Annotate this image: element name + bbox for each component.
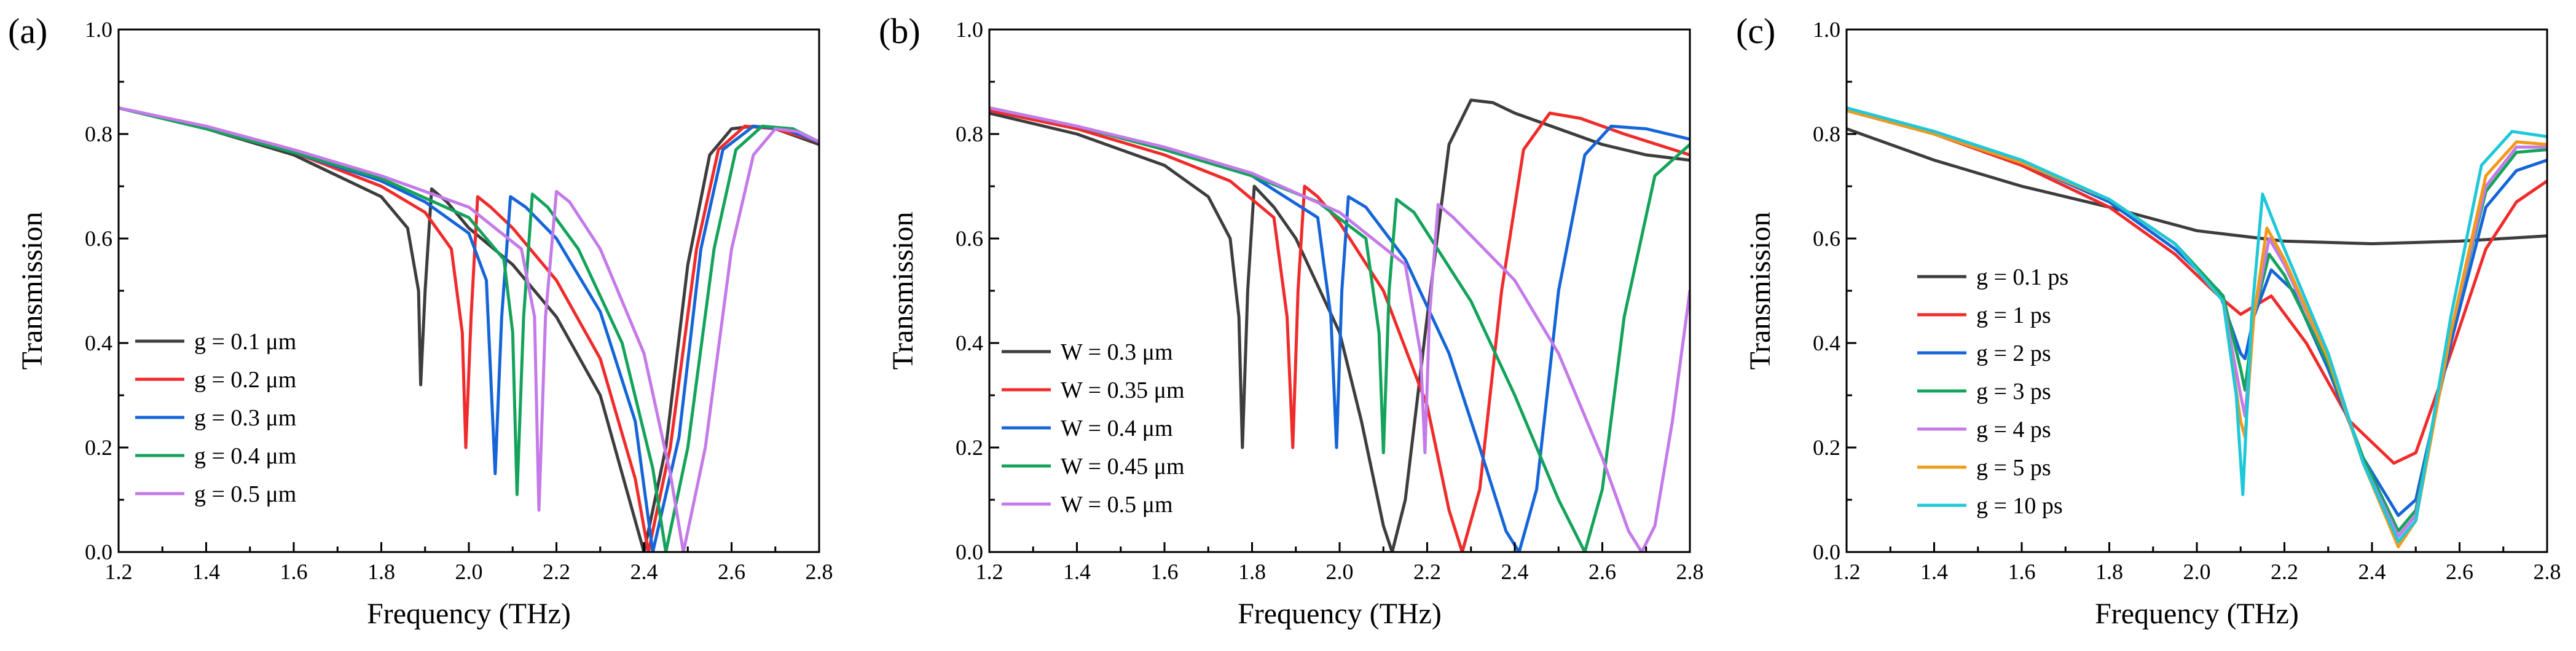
chart-a-panel-label: (a) <box>8 11 47 51</box>
chart-a-x-tick-label: 1.6 <box>280 559 308 584</box>
chart-c-x-tick-label: 1.4 <box>1920 559 1948 584</box>
chart-a-legend-label-2: g = 0.2 μm <box>194 367 296 393</box>
chart-c-y-tick-label: 0.8 <box>1813 122 1840 146</box>
chart-c-x-tick-label: 2.2 <box>2271 559 2298 584</box>
chart-a-y-tick-label: 0.4 <box>85 331 112 355</box>
chart-a-legend-label-5: g = 0.5 μm <box>194 481 296 507</box>
chart-a-x-tick-label: 1.2 <box>105 559 133 584</box>
chart-b-panel-label: (b) <box>879 11 921 51</box>
chart-a-legend-label-4: g = 0.4 μm <box>194 443 296 469</box>
chart-a-x-tick-label: 2.2 <box>543 559 570 584</box>
chart-b-x-tick-label: 1.2 <box>976 559 1003 584</box>
chart-b-series-5-line <box>989 106 1690 552</box>
chart-b-legend-label-5: W = 0.5 μm <box>1061 492 1173 518</box>
chart-a-x-tick-label: 2.6 <box>718 559 745 584</box>
chart-c-y-tick-label: 0.0 <box>1813 540 1840 564</box>
chart-c-x-tick-label: 1.6 <box>2008 559 2036 584</box>
chart-b-legend-label-3: W = 0.4 μm <box>1061 416 1173 441</box>
chart-c-plot-frame <box>1845 28 2548 553</box>
chart-b-x-tick-label: 2.2 <box>1413 559 1441 584</box>
chart-a-series-2-line <box>119 106 819 552</box>
chart-b-y-tick-label: 0.4 <box>956 331 983 355</box>
chart-a-x-tick-label: 1.4 <box>192 559 220 584</box>
chart-a-x-tick-label: 1.8 <box>367 559 395 584</box>
chart-c-legend-label-4: g = 3 ps <box>1976 379 2051 404</box>
chart-c-legend-label-1: g = 0.1 ps <box>1976 264 2068 290</box>
chart-c-legend-label-7: g = 10 ps <box>1976 493 2063 519</box>
chart-b-series-3-line <box>989 106 1690 552</box>
chart-b-y-tick-label: 0.0 <box>956 540 983 564</box>
chart-b-x-tick-label: 1.6 <box>1151 559 1179 584</box>
chart-b-x-tick-label: 2.0 <box>1326 559 1354 584</box>
chart-a-y-axis-title: Transmission <box>16 212 49 370</box>
chart-a-series-3-line <box>119 106 819 552</box>
chart-c-x-tick-label: 2.0 <box>2183 559 2211 584</box>
chart-c-series-1-line <box>1847 127 2547 245</box>
chart-a-series-4-line <box>119 106 819 552</box>
chart-c-y-axis-title: Transmission <box>1744 212 1777 370</box>
chart-a-legend: g = 0.1 μm g = 0.2 μm g = 0.3 μm g = 0.4 μm… <box>135 329 296 507</box>
chart-b-y-axis-title: Transmission <box>887 212 919 370</box>
chart-a-x-tick-label: 2.4 <box>630 559 658 584</box>
chart-c-series-3-line <box>1847 109 2547 517</box>
chart-a-x-tick-label: 2.0 <box>455 559 483 584</box>
chart-b-x-axis-title: Frequency (THz) <box>1238 598 1442 630</box>
chart-b-x-tick-label: 2.6 <box>1588 559 1616 584</box>
chart-a-legend-label-1: g = 0.1 μm <box>194 329 296 355</box>
chart-a-y-tick-label: 0.0 <box>85 540 112 564</box>
chart-a-series-1-line <box>119 106 819 552</box>
chart-a-series-5-line <box>119 106 819 552</box>
chart-c-legend: g = 0.1 ps g = 1 ps g = 2 ps g = 3 ps g = 4 … <box>1917 264 2068 519</box>
chart-b-x-tick-label: 1.4 <box>1063 559 1091 584</box>
chart-b-series-4-line <box>989 106 1690 552</box>
chart-b-series-1-line <box>989 98 1690 552</box>
chart-c-x-axis-title: Frequency (THz) <box>2095 598 2299 630</box>
chart-b-y-tick-label: 1.0 <box>956 17 983 42</box>
chart-c-series-2-line <box>1847 109 2547 465</box>
chart-b-x-tick-label: 1.8 <box>1238 559 1266 584</box>
chart-c-series-6-line <box>1847 109 2547 548</box>
chart-b-y-tick-label: 0.6 <box>956 226 983 251</box>
chart-a-y-tick-label: 0.8 <box>85 122 112 146</box>
chart-c-x-tick-label: 2.4 <box>2358 559 2386 584</box>
chart-a-y-tick-label: 1.0 <box>85 17 112 42</box>
chart-b-legend-label-2: W = 0.35 μm <box>1061 377 1185 403</box>
chart-b-legend-label-4: W = 0.45 μm <box>1061 454 1185 479</box>
chart-b-x-tick-label: 2.8 <box>1676 559 1704 584</box>
chart-c-y-tick-label: 1.0 <box>1813 17 1840 42</box>
chart-c-y-tick-label: 0.4 <box>1813 331 1840 355</box>
chart-c-legend-label-3: g = 2 ps <box>1976 341 2051 366</box>
chart-b-legend-label-1: W = 0.3 μm <box>1061 339 1173 365</box>
chart-c-x-tick-label: 2.8 <box>2534 559 2561 584</box>
chart-a-legend-label-3: g = 0.3 μm <box>194 405 296 431</box>
chart-b-legend: W = 0.3 μm W = 0.35 μm W = 0.4 μm W = 0.45 … <box>1002 339 1185 518</box>
chart-b-y-tick-label: 0.8 <box>956 122 983 146</box>
chart-c-y-tick-label: 0.2 <box>1813 435 1840 460</box>
chart-c-panel-label: (c) <box>1736 11 1775 51</box>
chart-b-x-tick-label: 2.4 <box>1501 559 1529 584</box>
chart-b-y-tick-label: 0.2 <box>956 435 983 460</box>
chart-c-x-tick-label: 1.2 <box>1833 559 1861 584</box>
chart-a-y-tick-label: 0.6 <box>85 226 112 251</box>
chart-c-legend-label-2: g = 1 ps <box>1976 302 2051 328</box>
chart-b: 1.2 1.4 1.6 1.8 2.0 2.2 2.4 2.6 2.8 0.0 0.2 0.4 0.6 0… <box>879 11 1704 630</box>
chart-a-x-tick-label: 2.8 <box>806 559 833 584</box>
chart-a-plot-frame <box>117 28 820 553</box>
chart-c-x-tick-label: 1.8 <box>2095 559 2123 584</box>
chart-c-series-5-line <box>1847 109 2547 538</box>
chart-c-series-7-line <box>1847 106 2547 543</box>
chart-c: 1.2 1.4 1.6 1.8 2.0 2.2 2.4 2.6 2.8 0.0 0.2 0.4 0.6 0… <box>1736 11 2561 630</box>
chart-b-series-2-line <box>989 109 1690 552</box>
chart-a-x-axis-title: Frequency (THz) <box>367 598 571 630</box>
chart-c-legend-label-5: g = 4 ps <box>1976 417 2051 443</box>
chart-a: 1.2 1.4 1.6 1.8 2.0 2.2 2.4 2.6 2.8 0.0 0.2 0.4 0.6 0… <box>8 11 833 630</box>
chart-c-x-tick-label: 2.6 <box>2446 559 2473 584</box>
chart-c-legend-label-6: g = 5 ps <box>1976 455 2051 481</box>
chart-c-y-tick-label: 0.6 <box>1813 226 1840 251</box>
chart-a-y-tick-label: 0.2 <box>85 435 112 460</box>
